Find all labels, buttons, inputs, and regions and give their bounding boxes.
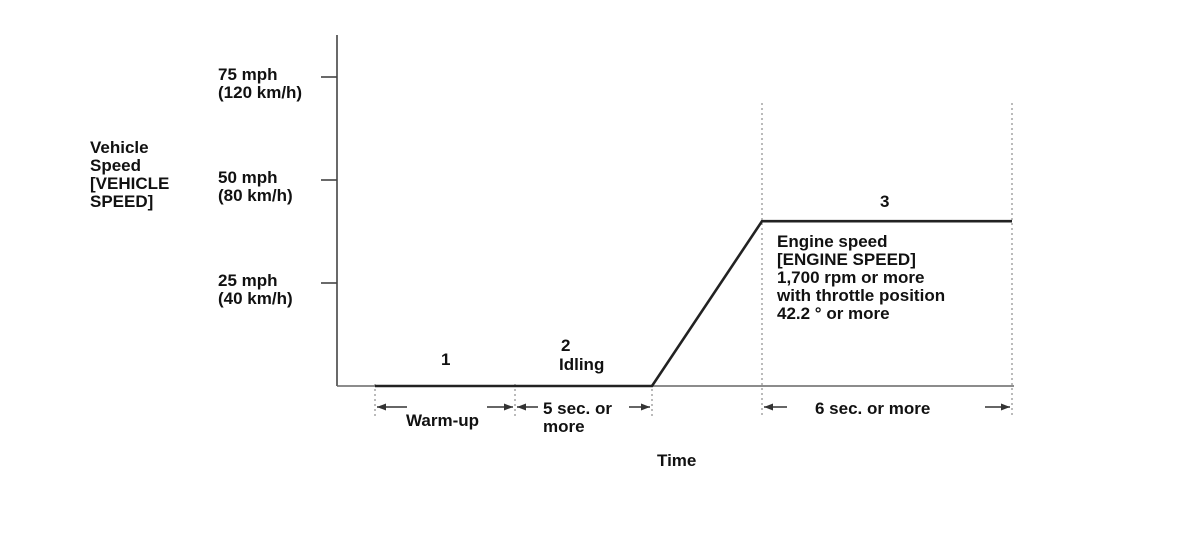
duration-idling: 5 sec. or more bbox=[543, 399, 612, 436]
x-axis-label: Time bbox=[657, 451, 697, 470]
duration-warm-up: Warm-up bbox=[406, 411, 480, 430]
phase-1-number: 1 bbox=[441, 350, 451, 369]
y-tick-label-25: 25 mph (40 km/h) bbox=[218, 271, 293, 308]
idling-arrow-left-head bbox=[517, 403, 526, 411]
engine-speed-annotation: Engine speed [ENGINE SPEED] 1,700 rpm or… bbox=[777, 232, 946, 323]
warmup-arrow-right-head bbox=[504, 403, 513, 411]
duration-phase-3: 6 sec. or more bbox=[815, 399, 931, 418]
warmup-arrow-left-head bbox=[377, 403, 386, 411]
y-tick-label-50: 50 mph (80 km/h) bbox=[218, 168, 293, 205]
phase-2-name: Idling bbox=[559, 355, 605, 374]
y-axis-label: Vehicle Speed [VEHICLE SPEED] bbox=[90, 138, 170, 211]
y-tick-label-75: 75 mph (120 km/h) bbox=[218, 65, 303, 102]
phase-2-number: 2 bbox=[561, 336, 571, 355]
phase-3-number: 3 bbox=[880, 192, 890, 211]
phase3-arrow-right-head bbox=[1001, 403, 1010, 411]
phase3-arrow-left-head bbox=[764, 403, 773, 411]
idling-arrow-right-head bbox=[641, 403, 650, 411]
